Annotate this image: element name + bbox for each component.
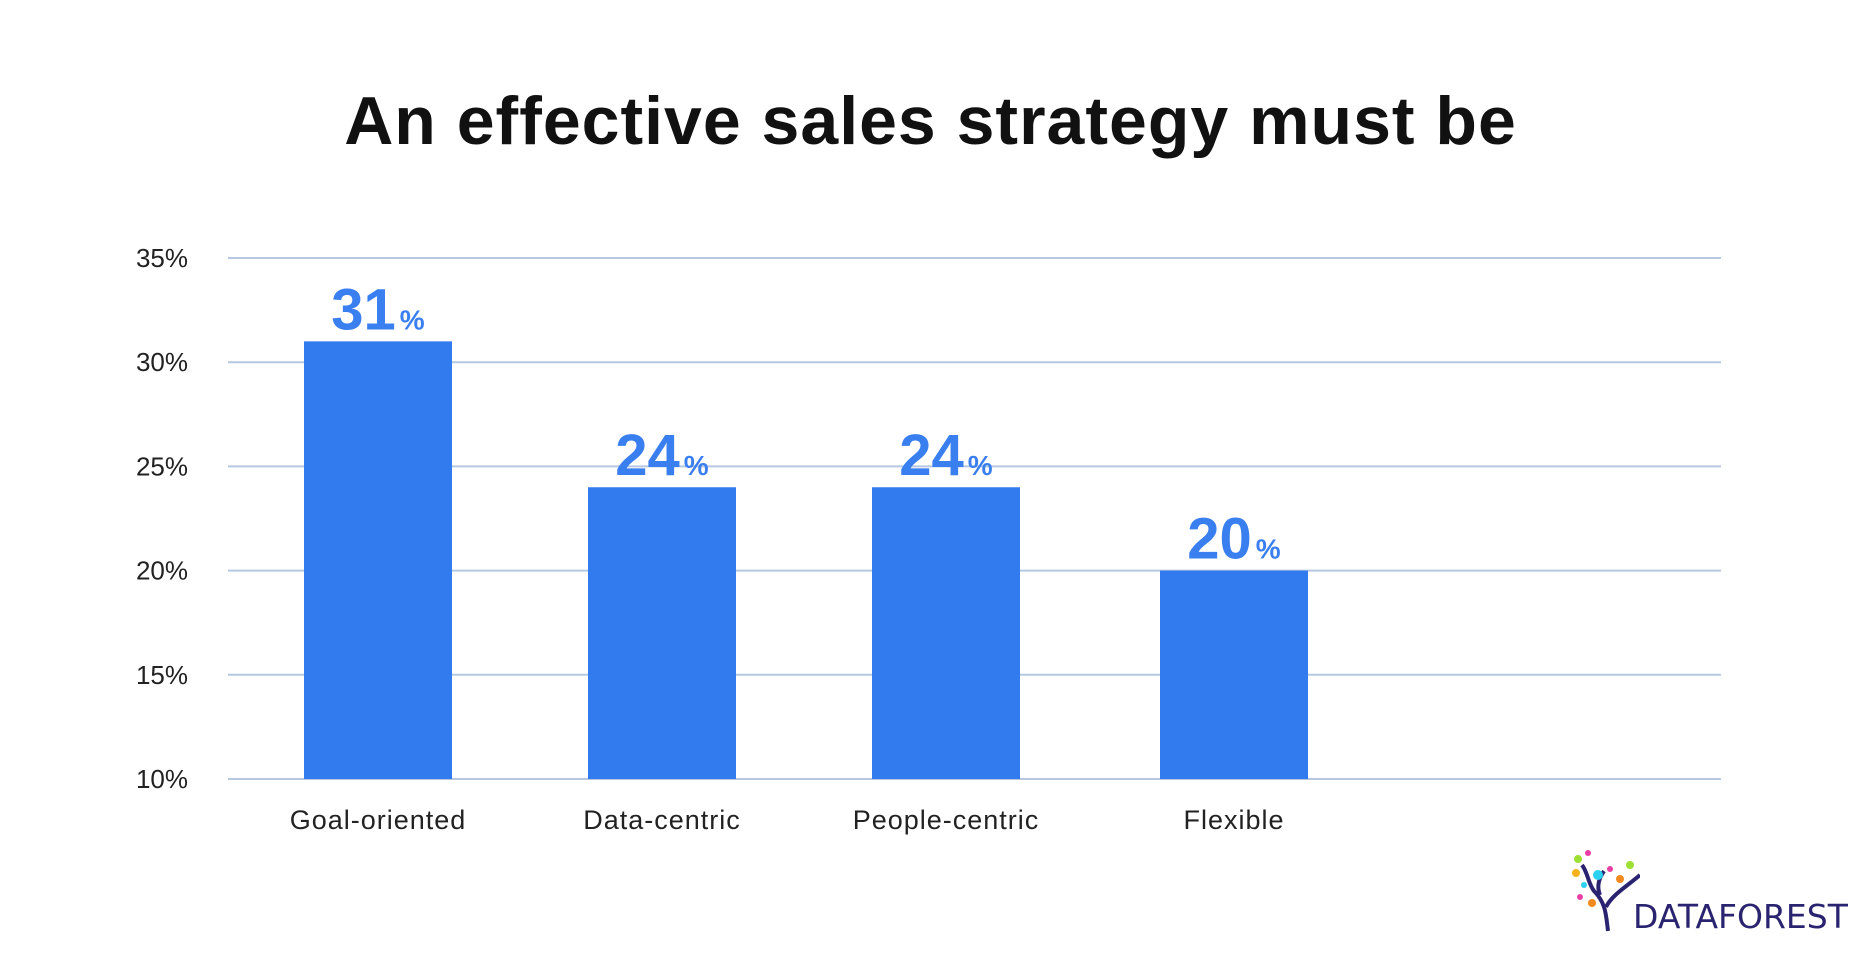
bar xyxy=(304,341,452,779)
bar xyxy=(1160,570,1308,779)
data-label: 20% xyxy=(1187,507,1281,572)
chart-title: An effective sales strategy must be xyxy=(344,83,1517,159)
data-label: 31% xyxy=(331,277,425,342)
category-label: Data-centric xyxy=(583,805,741,835)
y-tick-label: 10% xyxy=(136,764,188,794)
y-tick-label: 15% xyxy=(136,660,188,690)
category-label: People-centric xyxy=(853,805,1040,835)
y-tick-label: 20% xyxy=(136,556,188,586)
y-tick-label: 25% xyxy=(136,451,188,481)
data-label: 24% xyxy=(899,423,993,488)
category-label: Flexible xyxy=(1183,805,1284,835)
data-label: 24% xyxy=(615,423,709,488)
category-label: Goal-oriented xyxy=(290,805,467,835)
y-tick-label: 35% xyxy=(136,243,188,273)
bar xyxy=(588,487,736,779)
tree-icon xyxy=(1572,850,1640,932)
dataforest-logo: DATAFOREST xyxy=(1570,845,1848,936)
y-tick-label: 30% xyxy=(136,347,188,377)
bar xyxy=(872,487,1020,779)
logo-text: DATAFOREST xyxy=(1633,897,1848,936)
